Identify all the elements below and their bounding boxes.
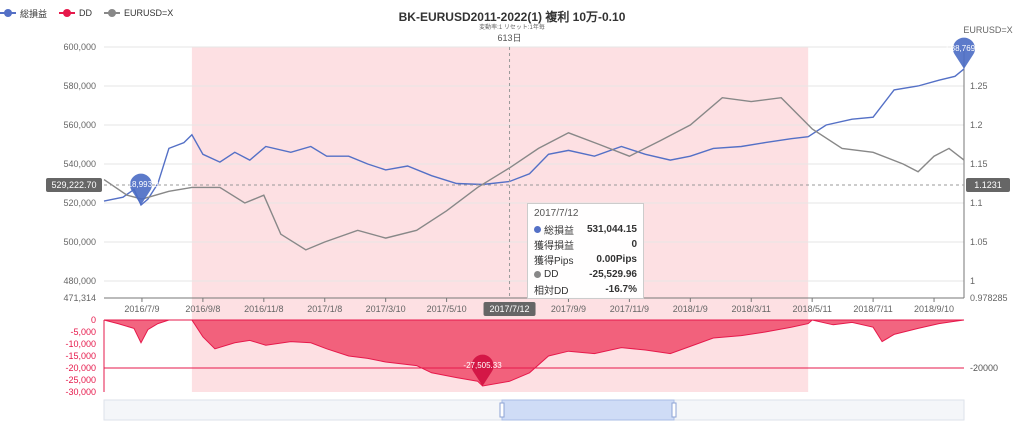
crosshair-left-label-bg (46, 178, 102, 193)
legend-label: 総損益 (20, 8, 48, 19)
x-axis-tick-label: 2018/3/11 (732, 304, 771, 314)
tooltip-label: 相対DD (534, 286, 569, 297)
x-axis-tick-label: 2016/11/8 (244, 304, 283, 314)
marker-label: 518,993.3 (123, 180, 159, 189)
right-axis-min-label: 0.978285 (970, 293, 1008, 303)
x-axis-tick-label: 2016/9/8 (185, 304, 220, 314)
marker-pin[interactable]: 518,993.3 (123, 173, 159, 206)
right-axis-tick-label: 1.05 (970, 237, 988, 247)
series-dd-area[interactable] (103, 319, 965, 387)
left-axis-min-label: 471,314 (63, 293, 96, 303)
dd-axis-tick-label: -25,000 (65, 375, 96, 385)
marker-label: -27,505.33 (463, 361, 502, 370)
crosshair-left-label: 529,222.70 (51, 180, 96, 190)
marker-pin-shape (129, 173, 152, 206)
x-axis-tick-label: 2016/7/9 (124, 304, 159, 314)
crosshair-x-label: 2017/7/12 (490, 304, 530, 314)
legend-label: EURUSD=X (124, 8, 174, 18)
x-axis-tick-label: 2018/1/9 (673, 304, 708, 314)
legend-label: DD (79, 8, 93, 18)
tooltip-row-total-pl: 総損益 531,044.15 (534, 222, 637, 237)
crosshair-day-label: 613日 (498, 33, 522, 43)
dd-axis-tick-label: -20,000 (65, 363, 96, 373)
right-axis-tick-label: 1.1 (970, 198, 983, 208)
tooltip-row-gained-pl: 獲得損益 0 (534, 237, 637, 252)
x-axis-tick-label: 2018/9/10 (914, 304, 954, 314)
legend-line-icon (0, 9, 16, 17)
datazoom-handle-right[interactable] (671, 402, 677, 418)
right-axis-tick-label: 1.25 (970, 81, 988, 91)
marker-pin[interactable]: 588,769.1 (946, 37, 982, 69)
marker-pin-shape (471, 354, 494, 387)
right-axis-tick-label: 1 (970, 276, 975, 286)
series-eurusd-line[interactable] (103, 96, 965, 251)
left-axis-tick-label: 480,000 (63, 276, 96, 286)
tooltip-label: 総損益 (544, 226, 574, 237)
chart-subtitle: 変動率:1 リセット:1年毎 (479, 25, 545, 31)
legend-item-total-pl[interactable]: 総損益 (0, 7, 47, 20)
legend-item-eurusd[interactable]: EURUSD=X (104, 8, 173, 18)
dd-axis-tick-label: -30,000 (65, 387, 96, 397)
legend-item-dd[interactable]: DD (59, 8, 92, 18)
tooltip-label: DD (544, 269, 559, 280)
dd-axis-tick-label: -15,000 (65, 351, 96, 361)
tooltip-label: 獲得損益 (534, 241, 574, 252)
datazoom-handle-left[interactable] (499, 402, 505, 418)
tooltip: 2017/7/12 総損益 531,044.15 獲得損益 0 獲得Pips 0… (527, 203, 644, 299)
tooltip-value: 0 (631, 239, 637, 250)
marker-pin-shape (953, 37, 975, 69)
crosshair-right-label: 1.1231 (974, 180, 1002, 190)
dd-markline-label: -20000 (970, 363, 998, 373)
tooltip-value: 0.00Pips (596, 254, 637, 265)
crosshair-right-label-bg (966, 178, 1010, 193)
dd-axis-tick-label: 0 (91, 315, 96, 325)
dd-axis-tick-label: -5,000 (70, 327, 96, 337)
legend: 総損益 DD EURUSD=X (0, 6, 185, 20)
tooltip-value: -16.7% (605, 284, 637, 295)
tooltip-label: 獲得Pips (534, 256, 574, 267)
left-axis-tick-label: 560,000 (63, 120, 96, 130)
datazoom-window[interactable] (501, 399, 675, 421)
x-axis-tick-label: 2018/5/11 (792, 304, 831, 314)
marker-pin[interactable]: -27,505.33 (463, 354, 502, 387)
x-axis-tick-label: 2017/9/9 (551, 304, 586, 314)
series-total-pl-line[interactable] (103, 68, 965, 207)
tooltip-row-dd: DD -25,529.96 (534, 267, 637, 282)
chart-title: BK-EURUSD2011-2022(1) 複利 10万-0.10 (398, 10, 626, 24)
legend-line-icon (104, 9, 121, 17)
x-axis-tick-label: 2017/1/8 (307, 304, 342, 314)
tooltip-date: 2017/7/12 (534, 208, 579, 219)
tooltip-value: -25,529.96 (589, 269, 637, 280)
right-axis-title: EURUSD=X (963, 25, 1012, 35)
x-axis-tick-label: 2017/3/10 (366, 304, 406, 314)
right-axis-tick-label: 1.2 (970, 120, 983, 130)
left-axis-tick-label: 600,000 (63, 42, 96, 52)
tooltip-row-relative-dd: 相対DD -16.7% (534, 282, 637, 297)
left-axis-tick-label: 540,000 (63, 159, 96, 169)
left-axis-tick-label: 580,000 (63, 81, 96, 91)
marker-label: 588,769.1 (946, 44, 982, 53)
legend-line-icon (59, 9, 76, 17)
left-axis-tick-label: 520,000 (63, 198, 96, 208)
tooltip-dot-icon (534, 271, 541, 278)
tooltip-value: 531,044.15 (586, 224, 637, 235)
dd-axis-tick-label: -10,000 (65, 339, 96, 349)
left-axis-tick-label: 500,000 (63, 237, 96, 247)
crosshair-x-label-bg (483, 302, 536, 316)
tooltip-dot-icon (534, 226, 541, 233)
x-axis-tick-label: 2017/11/9 (610, 304, 649, 314)
x-axis-tick-label: 2018/7/11 (853, 304, 892, 314)
x-axis-tick-label: 2017/5/10 (427, 304, 467, 314)
right-axis-tick-label: 1.15 (970, 159, 988, 169)
tooltip-row-pips: 獲得Pips 0.00Pips (534, 252, 637, 267)
